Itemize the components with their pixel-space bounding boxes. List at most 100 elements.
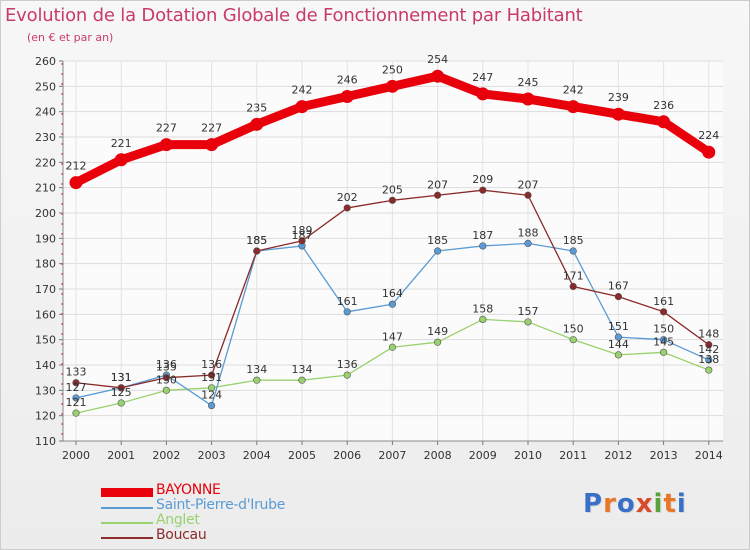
data-label: 144 (608, 338, 629, 351)
data-label: 127 (66, 381, 87, 394)
data-label: 135 (156, 361, 177, 374)
y-tick-label: 260 (35, 55, 56, 68)
data-point (72, 394, 80, 402)
legend-swatch (101, 488, 153, 497)
y-tick-label: 250 (35, 80, 56, 93)
data-label: 189 (292, 224, 313, 237)
y-tick-label: 130 (35, 384, 56, 397)
data-label: 171 (563, 269, 584, 282)
data-point (117, 384, 125, 392)
legend-swatch (101, 522, 153, 524)
data-point (705, 341, 713, 349)
data-point (614, 333, 623, 341)
data-label: 136 (156, 358, 177, 371)
chart-subtitle: (en € et par an) (27, 31, 114, 44)
data-point (524, 318, 532, 326)
data-label: 239 (608, 91, 629, 104)
y-tick-label: 180 (35, 258, 56, 271)
x-tick-label: 2011 (559, 449, 587, 462)
data-point (343, 204, 351, 212)
data-label: 138 (698, 353, 719, 366)
data-label: 236 (653, 99, 674, 112)
data-point (659, 348, 668, 356)
x-tick-label: 2007 (378, 449, 406, 462)
data-point (566, 100, 580, 114)
data-label: 242 (563, 84, 584, 97)
data-point (208, 401, 216, 410)
data-label: 187 (472, 229, 493, 242)
data-point (162, 374, 170, 382)
data-point (657, 115, 671, 129)
data-label: 167 (608, 280, 629, 293)
data-label: 134 (246, 363, 267, 376)
x-tick-label: 2013 (650, 449, 678, 462)
data-point (702, 145, 716, 159)
y-tick-label: 220 (35, 156, 56, 169)
logo-letter: r (603, 489, 617, 519)
y-tick-label: 240 (35, 106, 56, 119)
data-label: 133 (66, 366, 87, 379)
data-label: 145 (653, 335, 674, 348)
data-point (340, 89, 354, 103)
data-label: 157 (518, 305, 539, 318)
data-point (434, 191, 442, 199)
logo-letter: i (676, 489, 687, 519)
data-label: 150 (653, 323, 674, 336)
data-label: 187 (292, 229, 313, 242)
legend-label: Boucau (156, 527, 207, 543)
data-point (434, 247, 442, 255)
data-label: 164 (382, 287, 403, 300)
data-point (72, 379, 80, 387)
data-label: 161 (337, 295, 358, 308)
data-point (208, 384, 216, 392)
data-label: 151 (608, 320, 629, 333)
legend-label: Anglet (156, 512, 200, 528)
y-tick-label: 190 (35, 232, 56, 245)
y-tick-label: 160 (35, 308, 56, 321)
x-tick-label: 2010 (514, 449, 542, 462)
legend-swatch (101, 507, 153, 509)
data-label: 185 (246, 234, 267, 247)
logo-letter: o (616, 489, 636, 519)
x-tick-label: 2008 (424, 449, 452, 462)
data-label: 242 (292, 84, 313, 97)
data-label: 221 (111, 137, 132, 150)
data-label: 185 (563, 234, 584, 247)
data-point (569, 247, 577, 255)
data-point (479, 315, 487, 324)
data-point (524, 239, 532, 247)
data-point (114, 153, 128, 167)
data-label: 131 (201, 371, 222, 384)
x-tick-label: 2000 (62, 449, 90, 462)
legend-label: Saint-Pierre-d'Irube (156, 497, 286, 513)
data-label: 209 (472, 173, 493, 186)
logo-letter: P (583, 489, 604, 519)
y-tick-label: 210 (35, 182, 56, 195)
data-label: 130 (156, 373, 177, 386)
data-point (659, 336, 668, 344)
data-label: 227 (201, 122, 222, 135)
data-point (569, 282, 577, 291)
data-label: 125 (111, 386, 132, 399)
data-point (295, 100, 309, 114)
data-label: 205 (382, 183, 403, 196)
data-label: 185 (427, 234, 448, 247)
data-point (69, 176, 83, 190)
data-label: 149 (427, 325, 448, 338)
data-label: 185 (246, 234, 267, 247)
y-tick-label: 120 (35, 410, 56, 423)
data-point (298, 237, 306, 245)
data-point (343, 308, 351, 316)
data-point (343, 371, 351, 379)
data-label: 247 (472, 71, 493, 84)
data-point (117, 399, 125, 407)
data-label: 202 (337, 191, 358, 204)
data-point (253, 247, 261, 255)
y-tick-label: 140 (35, 359, 56, 372)
data-label: 136 (201, 358, 222, 371)
logo-letter: t (663, 489, 677, 519)
logo-letter: x (635, 489, 654, 519)
x-tick-label: 2012 (604, 449, 632, 462)
